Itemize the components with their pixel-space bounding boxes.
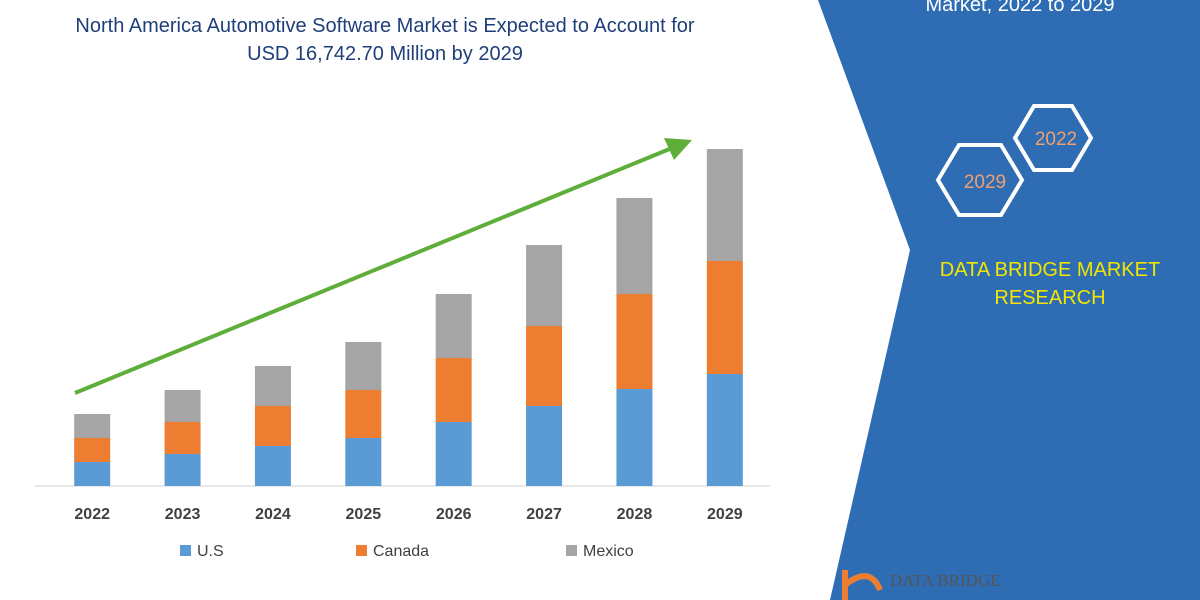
bar-segment <box>345 342 382 390</box>
bar-segment <box>254 446 291 486</box>
bar-segment <box>435 422 472 486</box>
logo-icon <box>842 570 883 600</box>
x-tick-label: 2028 <box>617 506 653 523</box>
bar-segment <box>164 454 201 486</box>
legend-swatch <box>356 545 367 556</box>
hexagon-label: 2022 <box>1035 129 1077 150</box>
bar-segment <box>706 149 743 261</box>
brand: DATA BRIDGE MARKET RESEARCH <box>939 259 1161 309</box>
trend-arrow <box>74 146 673 395</box>
x-tick-label: 2024 <box>255 506 291 523</box>
legend-label: Mexico <box>583 543 634 560</box>
bar-segment <box>435 294 472 358</box>
logo-text: DATA BRIDGE <box>890 571 1001 590</box>
bar-segment <box>345 438 382 486</box>
bar-segment <box>164 390 201 422</box>
bar-segment <box>706 261 743 374</box>
legend-label: Canada <box>373 543 429 560</box>
x-tick-label: 2023 <box>165 506 201 523</box>
hexagon-label: 2029 <box>964 172 1006 193</box>
bar-segment <box>254 406 291 446</box>
bar-segment <box>435 358 472 422</box>
bar-segment <box>74 462 111 486</box>
bar-segment <box>526 245 563 326</box>
bar-segment <box>526 406 563 486</box>
legend-label: U.S <box>197 543 224 560</box>
x-tick-label: 2025 <box>346 506 382 523</box>
hexagon <box>935 143 1025 217</box>
bar-segment <box>616 198 653 294</box>
x-tick-label: 2029 <box>707 506 743 523</box>
bar-segment <box>164 422 201 454</box>
trend-arrow-head <box>664 138 692 160</box>
bar-segment <box>526 326 563 406</box>
bar-segment <box>254 366 291 406</box>
bar-segment <box>345 390 382 438</box>
x-tick-label: 2022 <box>74 506 110 523</box>
bar-segment <box>74 414 111 438</box>
x-tick-label: 2026 <box>436 506 472 523</box>
chart-title: North America Automotive Software Market… <box>75 15 695 65</box>
side-panel <box>818 0 1200 600</box>
legend-swatch <box>180 545 191 556</box>
hexagon <box>1012 104 1094 172</box>
x-tick-label: 2027 <box>526 506 562 523</box>
bar-segment <box>616 389 653 486</box>
bar-segment <box>706 374 743 486</box>
side-heading: Market, 2022 to 2029 <box>925 0 1115 16</box>
bar-segment <box>74 438 111 462</box>
legend-swatch <box>566 545 577 556</box>
bar-segment <box>616 294 653 389</box>
